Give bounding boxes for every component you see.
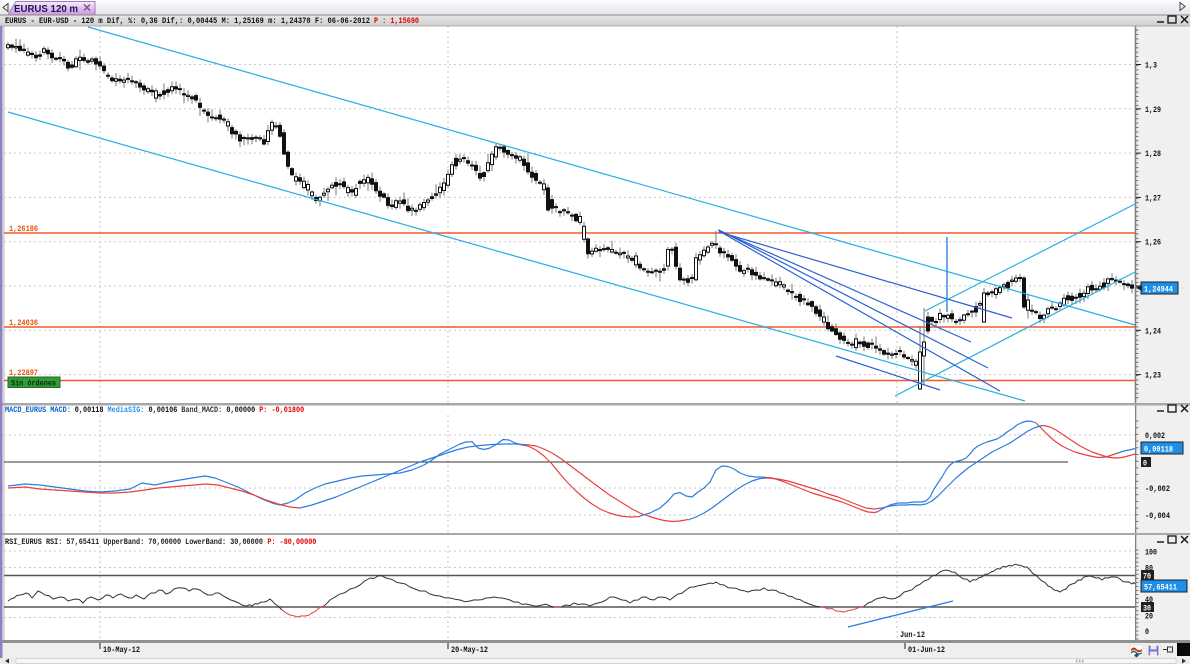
svg-text:01-Jun-12: 01-Jun-12 bbox=[908, 645, 945, 655]
svg-text:1,27: 1,27 bbox=[1145, 193, 1161, 203]
svg-text:0: 0 bbox=[1143, 459, 1147, 469]
svg-text:EURUS 120 m: EURUS 120 m bbox=[14, 3, 78, 15]
svg-text:1,23: 1,23 bbox=[1145, 371, 1161, 381]
svg-text:70: 70 bbox=[1143, 572, 1151, 582]
svg-text:P: -0,01800: P: -0,01800 bbox=[259, 405, 304, 415]
svg-text:1,26186: 1,26186 bbox=[9, 224, 38, 234]
svg-text:1,24036: 1,24036 bbox=[9, 318, 38, 328]
svg-text:1,24: 1,24 bbox=[1145, 326, 1161, 336]
svg-text:MediaSIG:: MediaSIG: bbox=[108, 405, 149, 415]
svg-text:1,24944: 1,24944 bbox=[1144, 285, 1173, 295]
svg-text:0,00118: 0,00118 bbox=[1144, 445, 1173, 455]
svg-text:1,22897: 1,22897 bbox=[9, 368, 38, 378]
svg-text:-0,002: -0,002 bbox=[1145, 484, 1170, 494]
svg-text:40: 40 bbox=[1145, 595, 1153, 605]
svg-text:1,29: 1,29 bbox=[1145, 105, 1161, 115]
svg-text:P: -80,00000: P: -80,00000 bbox=[267, 537, 316, 547]
svg-text:57,65411: 57,65411 bbox=[1144, 583, 1177, 593]
svg-text:Band_MACD:: Band_MACD: bbox=[181, 405, 226, 415]
svg-text:0,00000: 0,00000 bbox=[226, 405, 259, 415]
svg-text:10-May-12: 10-May-12 bbox=[103, 645, 140, 655]
svg-text:100: 100 bbox=[1145, 548, 1157, 558]
svg-text:MACD_EURUS MACD:: MACD_EURUS MACD: bbox=[5, 405, 75, 415]
svg-text:Jun-12: Jun-12 bbox=[900, 630, 925, 640]
svg-text:20: 20 bbox=[1145, 612, 1153, 622]
svg-text:P : 1,15690: P : 1,15690 bbox=[374, 16, 419, 26]
svg-text:0,00106: 0,00106 bbox=[149, 405, 182, 415]
svg-text:80: 80 bbox=[1145, 564, 1153, 574]
svg-text:1,28: 1,28 bbox=[1145, 149, 1161, 159]
svg-text:RSI_EURUS RSI: 57,65411 UpperB: RSI_EURUS RSI: 57,65411 UpperBand: 70,00… bbox=[5, 537, 267, 547]
svg-text:0,00118: 0,00118 bbox=[75, 405, 108, 415]
svg-text:EURUS - EUR-USD - 120 m Dif,: EURUS - EUR-USD - 120 m Dif, %: 0,36 Dif… bbox=[5, 16, 370, 26]
svg-text:30: 30 bbox=[1143, 604, 1151, 614]
svg-text:Sin órdenes: Sin órdenes bbox=[11, 379, 56, 389]
svg-text:0: 0 bbox=[1145, 627, 1149, 637]
svg-text:1,26: 1,26 bbox=[1145, 238, 1161, 248]
svg-text:-0,004: -0,004 bbox=[1145, 511, 1170, 521]
svg-text:0,002: 0,002 bbox=[1145, 431, 1165, 441]
svg-text:1,3: 1,3 bbox=[1145, 61, 1157, 71]
svg-text:20-May-12: 20-May-12 bbox=[451, 645, 488, 655]
